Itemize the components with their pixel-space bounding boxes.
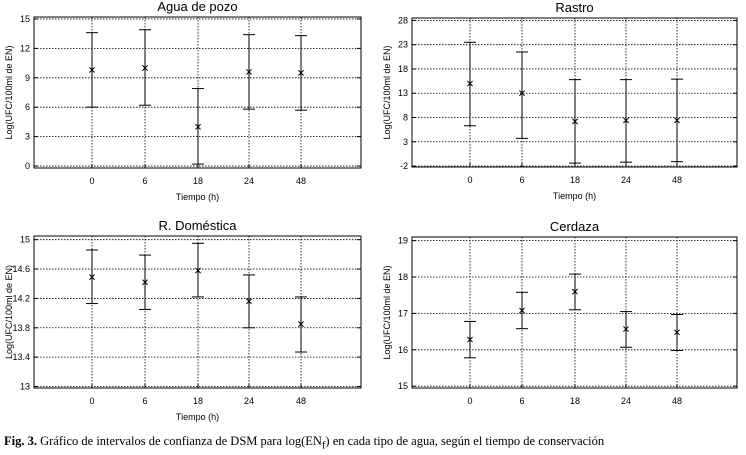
x-tick-label: 24 bbox=[621, 396, 631, 406]
mean-marker bbox=[246, 298, 252, 305]
mean-marker bbox=[246, 68, 252, 76]
x-tick-label: 0 bbox=[89, 396, 94, 406]
mean-marker bbox=[623, 325, 629, 333]
y-tick-label: 17 bbox=[398, 308, 408, 318]
x-tick-label: 18 bbox=[193, 176, 203, 186]
y-tick-label: 15 bbox=[398, 381, 408, 391]
x-tick-label: 24 bbox=[244, 396, 254, 406]
y-tick-label: 13.4 bbox=[12, 352, 30, 362]
mean-marker bbox=[572, 288, 578, 295]
y-tick-label: 12 bbox=[20, 43, 30, 53]
chart-title: R. Doméstica bbox=[158, 218, 237, 233]
mean-marker bbox=[298, 69, 304, 77]
y-tick-label: 19 bbox=[398, 236, 408, 246]
chart-panel: 15 16 17 18 19 0 6 18 24 48 Cerdaza Log(UFC/100ml d… bbox=[382, 219, 738, 406]
y-tick-label: 8 bbox=[403, 112, 408, 122]
y-tick-label: 16 bbox=[398, 345, 408, 355]
chart-title: Agua de pozo bbox=[157, 0, 237, 14]
x-tick-label: 6 bbox=[519, 396, 524, 406]
x-tick-label: 18 bbox=[193, 396, 203, 406]
y-tick-label: 6 bbox=[25, 102, 30, 112]
mean-marker bbox=[572, 118, 578, 125]
x-tick-label: 0 bbox=[467, 175, 472, 185]
mean-marker bbox=[89, 273, 95, 281]
figure-caption: Fig. 3. Gráfico de intervalos de confian… bbox=[4, 434, 744, 452]
y-tick-label: -2 bbox=[400, 161, 408, 171]
chart-panel: 13 13.4 13.8 14.2 14.6 15 0 6 18 24 48 R. Doméstica… bbox=[4, 218, 362, 422]
y-tick-label: 28 bbox=[398, 15, 408, 25]
caption-label: Fig. 3. bbox=[4, 434, 37, 448]
caption-text-after: ) en cada tipo de agua, según el tiempo … bbox=[325, 434, 605, 448]
y-tick-label: 14.2 bbox=[12, 293, 30, 303]
y-tick-label: 18 bbox=[398, 64, 408, 74]
x-tick-label: 6 bbox=[519, 175, 524, 185]
chart-title: Cerdaza bbox=[550, 219, 600, 234]
chart-panel: 0 3 6 9 12 15 0 6 18 24 48 Agua de pozo Tiempo (h) Lo… bbox=[4, 0, 362, 202]
y-tick-label: 0 bbox=[25, 161, 30, 171]
x-axis-label: Tiempo (h) bbox=[553, 191, 596, 201]
x-tick-label: 6 bbox=[142, 176, 147, 186]
y-tick-label: 18 bbox=[398, 272, 408, 282]
x-tick-label: 24 bbox=[621, 175, 631, 185]
mean-marker bbox=[142, 64, 148, 72]
mean-marker bbox=[674, 329, 680, 336]
x-tick-label: 48 bbox=[296, 176, 306, 186]
x-tick-label: 0 bbox=[89, 176, 94, 186]
x-tick-label: 48 bbox=[672, 175, 682, 185]
y-tick-label: 3 bbox=[25, 132, 30, 142]
x-tick-label: 48 bbox=[672, 396, 682, 406]
y-axis-label: Log(UFC/100ml de EN) bbox=[382, 265, 392, 359]
y-tick-label: 14.6 bbox=[12, 264, 30, 274]
plot-frame bbox=[411, 236, 738, 389]
mean-marker bbox=[467, 336, 473, 343]
mean-marker bbox=[519, 90, 525, 97]
chart-title: Rastro bbox=[555, 0, 593, 15]
mean-marker bbox=[195, 267, 201, 274]
x-axis-label: Tiempo (h) bbox=[176, 192, 219, 202]
y-axis-label: Log(UFC/100ml de EN) bbox=[382, 45, 392, 139]
mean-marker bbox=[298, 320, 304, 328]
caption-text-before: Gráfico de intervalos de confianza de DS… bbox=[36, 434, 322, 448]
x-tick-label: 48 bbox=[296, 396, 306, 406]
y-axis-label: Log(UFC/100ml de EN) bbox=[4, 45, 14, 139]
x-tick-label: 6 bbox=[142, 396, 147, 406]
y-tick-label: 13.8 bbox=[12, 323, 30, 333]
mean-marker bbox=[623, 117, 629, 124]
mean-marker bbox=[674, 117, 680, 124]
mean-marker bbox=[467, 80, 473, 87]
y-axis-label: Log(UFC/100ml de EN) bbox=[4, 265, 14, 359]
y-tick-label: 13 bbox=[398, 88, 408, 98]
y-tick-label: 13 bbox=[20, 382, 30, 392]
x-tick-label: 0 bbox=[467, 396, 472, 406]
x-tick-label: 18 bbox=[570, 175, 580, 185]
y-tick-label: 23 bbox=[398, 40, 408, 50]
y-tick-label: 3 bbox=[403, 137, 408, 147]
y-tick-label: 15 bbox=[20, 235, 30, 245]
caption-subscript: f bbox=[321, 440, 326, 452]
chart-panel: -2 3 8 13 18 23 28 0 6 18 24 48 Rastro Tiempo (h) Log(… bbox=[382, 0, 738, 201]
mean-marker bbox=[195, 123, 201, 131]
x-tick-label: 18 bbox=[570, 396, 580, 406]
y-tick-label: 15 bbox=[20, 14, 30, 24]
x-axis-label: Tiempo (h) bbox=[176, 412, 219, 422]
x-tick-label: 24 bbox=[244, 176, 254, 186]
y-tick-label: 9 bbox=[25, 73, 30, 83]
mean-marker bbox=[519, 307, 525, 314]
mean-marker bbox=[89, 66, 95, 74]
mean-marker bbox=[142, 279, 148, 286]
